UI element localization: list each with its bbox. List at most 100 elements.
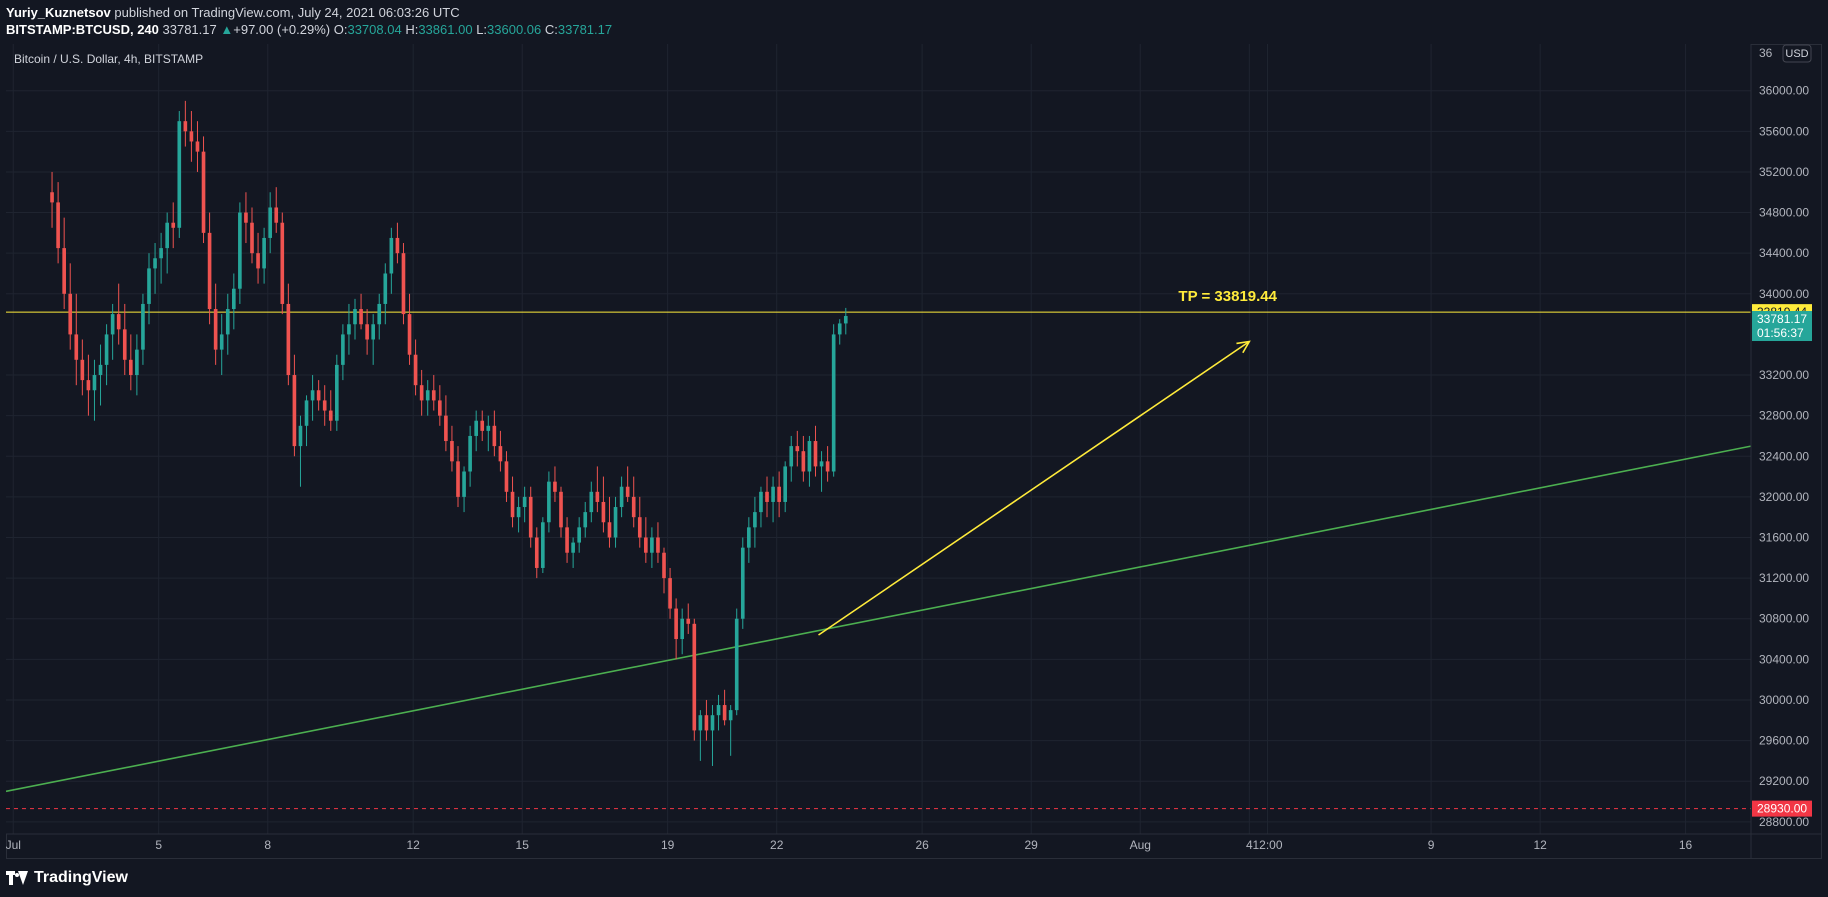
candle[interactable] [686,603,691,634]
candle[interactable] [280,212,285,315]
trend-line[interactable] [6,445,1752,793]
candle[interactable] [474,410,478,452]
candle[interactable] [232,273,236,330]
candle[interactable] [104,324,109,386]
candle[interactable] [183,100,188,147]
candle[interactable] [195,121,200,172]
candle[interactable] [395,222,400,264]
candle[interactable] [238,202,242,304]
candle[interactable] [450,425,454,472]
candle[interactable] [298,415,303,487]
candle[interactable] [438,385,442,426]
candle[interactable] [631,476,636,528]
candle[interactable] [722,689,727,726]
tp-label[interactable]: TP = 33819.44 [1178,288,1277,305]
price-chart[interactable]: 28800.00 29200.00 29600.00 30000.00 30400.00… [6,44,1822,859]
candle[interactable] [813,425,818,477]
candle[interactable] [504,451,509,502]
candle[interactable] [547,471,551,533]
candle[interactable] [650,527,654,568]
candle[interactable] [213,283,218,365]
candle[interactable] [50,171,54,228]
author-name[interactable]: Yuriy_Kuznetsov [6,5,111,20]
candle[interactable] [492,410,497,457]
candle[interactable] [468,425,472,487]
target-arrow[interactable] [818,340,1250,636]
candle[interactable] [341,324,345,381]
candle[interactable] [637,496,642,548]
candle[interactable] [141,293,145,365]
candle[interactable] [116,283,121,345]
candle[interactable] [316,380,321,411]
candle[interactable] [510,476,515,528]
candle[interactable] [522,486,527,523]
candle[interactable] [335,354,339,431]
candle[interactable] [595,466,600,513]
candle[interactable] [62,217,66,310]
candle[interactable] [292,354,297,457]
candle[interactable] [444,395,448,452]
candle[interactable] [819,451,824,492]
candle[interactable] [577,517,582,553]
candle[interactable] [383,263,388,325]
candle[interactable] [698,710,703,761]
candle[interactable] [607,496,612,548]
candle[interactable] [656,522,660,563]
candle[interactable] [747,517,751,563]
candle[interactable] [753,496,757,548]
candle[interactable] [225,293,230,355]
candle[interactable] [262,227,266,284]
candle[interactable] [789,435,794,482]
candle[interactable] [328,390,333,431]
candle[interactable] [413,339,418,396]
symbol-label[interactable]: BITSTAMP:BTCUSD, 240 [6,22,159,37]
candle[interactable] [619,476,624,518]
candle[interactable] [565,517,569,563]
candle[interactable] [831,324,836,477]
candle[interactable] [165,212,169,274]
candle[interactable] [431,375,436,411]
candle[interactable] [571,537,575,568]
candle[interactable] [86,354,91,416]
candle[interactable] [310,375,315,421]
candle[interactable] [407,293,412,365]
candle[interactable] [462,466,466,513]
candle[interactable] [837,319,842,345]
candle[interactable] [728,705,733,756]
candle[interactable] [135,334,139,396]
candle[interactable] [159,232,163,284]
candle[interactable] [644,517,648,563]
candle[interactable] [256,232,260,284]
candle[interactable] [680,608,685,655]
candle[interactable] [153,243,157,294]
candle[interactable] [528,486,533,548]
candle[interactable] [541,517,545,574]
candle[interactable] [534,527,539,579]
candle[interactable] [843,307,848,335]
candle[interactable] [559,486,563,538]
candle[interactable] [110,303,115,360]
candle[interactable] [268,192,272,254]
candle[interactable] [347,303,351,355]
candle[interactable] [304,395,309,447]
plot-area[interactable] [6,44,1751,834]
currency-button[interactable]: USD [1782,44,1812,63]
candle[interactable] [734,608,739,716]
candle[interactable] [80,339,85,396]
candle[interactable] [244,192,248,244]
candle[interactable] [795,430,800,467]
candle[interactable] [807,435,812,487]
candle[interactable] [759,486,763,528]
candle[interactable] [674,598,678,660]
candle[interactable] [692,618,697,741]
tradingview-logo[interactable]: TradingView [6,866,128,890]
candle[interactable] [662,547,666,594]
candle[interactable] [177,111,182,238]
candle[interactable] [92,359,97,421]
candle[interactable] [207,212,212,325]
candle[interactable] [219,314,224,376]
candle[interactable] [765,476,769,518]
candle[interactable] [480,410,485,442]
candle[interactable] [710,705,715,766]
